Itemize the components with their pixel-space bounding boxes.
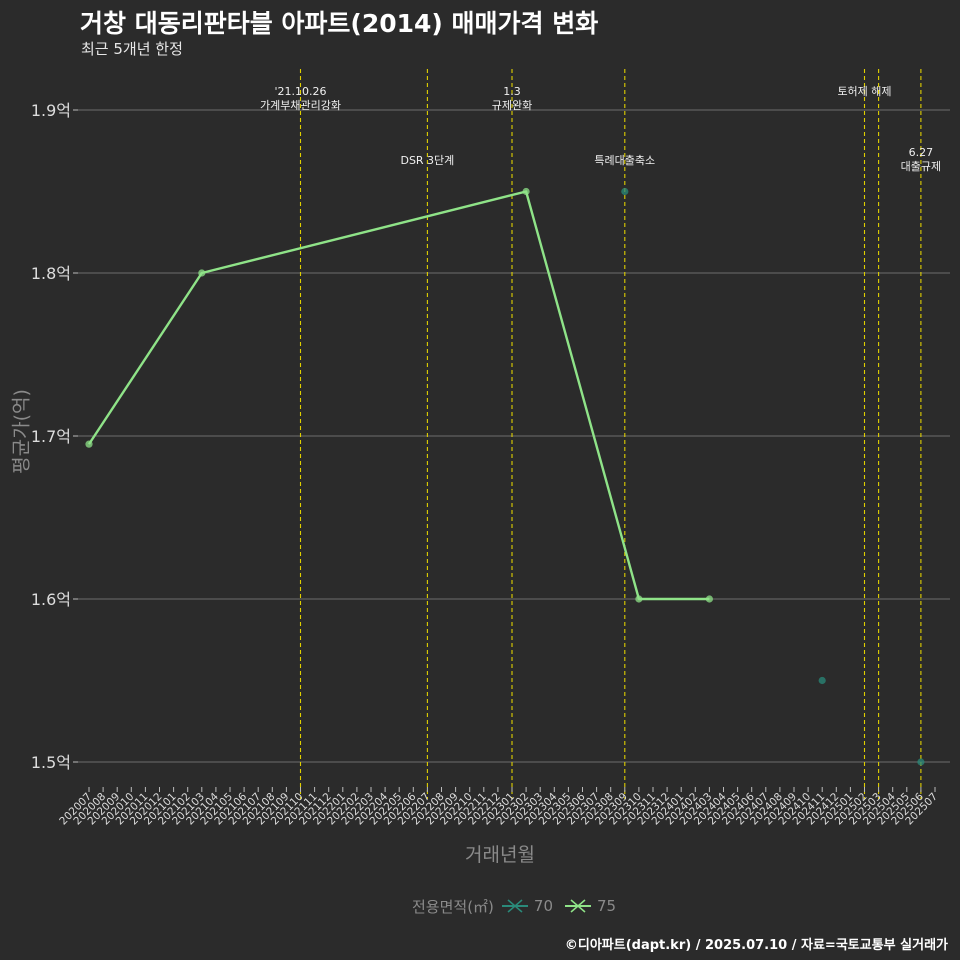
- event-label: 가계부채관리강화: [260, 99, 341, 112]
- y-tick-label: 1.5억: [31, 753, 71, 772]
- data-point-70: [917, 758, 925, 766]
- event-label: 특례대출축소: [594, 154, 655, 167]
- data-point-75: [705, 595, 714, 603]
- x-axis-title: 거래년월: [465, 844, 535, 866]
- source-footer: ©디아파트(dapt.kr) / 2025.07.10 / 자료=국토교통부 실…: [564, 938, 948, 953]
- data-point-70: [818, 676, 826, 685]
- event-label: 6.27: [909, 146, 934, 159]
- data-point-70: [621, 187, 629, 196]
- data-point-75: [85, 440, 93, 448]
- y-tick-label: 1.8억: [31, 264, 71, 283]
- grid-lines: [78, 109, 950, 763]
- event-label: '21.10.26: [274, 85, 326, 98]
- event-label: 1.3: [503, 85, 521, 98]
- y-tick-label: 1.6억: [31, 590, 71, 609]
- y-tick-label: 1.7억: [31, 427, 71, 446]
- series-layer: [85, 187, 925, 766]
- y-tick-label: 1.9억: [31, 101, 71, 120]
- event-label: 토허제 해제: [837, 84, 891, 98]
- legend-label-75: 75: [597, 897, 617, 915]
- chart-title: 거창 대동리판타블 아파트(2014) 매매가격 변화: [80, 9, 599, 38]
- legend-title: 전용면적(㎡): [412, 897, 494, 916]
- series-75-line: [87, 190, 710, 601]
- legend-key-75: [565, 899, 591, 913]
- legend-key-70: [501, 899, 528, 913]
- legend-label-70: 70: [533, 897, 553, 915]
- event-label: 대출규제: [901, 160, 941, 173]
- x-axis: 2020072020082020092020102020112020122021…: [57, 787, 940, 827]
- data-point-75: [198, 269, 206, 277]
- chart-subtitle: 최근 5개년 한정: [81, 40, 183, 58]
- data-point-75: [522, 187, 530, 196]
- legend: 전용면적(㎡) 70 75: [412, 896, 626, 916]
- y-axis-title: 평균가(억): [10, 389, 33, 474]
- y-axis: 1.5억 1.6억 1.7억 1.8억 1.9억: [31, 101, 78, 772]
- event-label: DSR 3단계: [400, 154, 454, 167]
- event-label: 규제완화: [492, 99, 532, 112]
- data-point-75: [635, 595, 643, 603]
